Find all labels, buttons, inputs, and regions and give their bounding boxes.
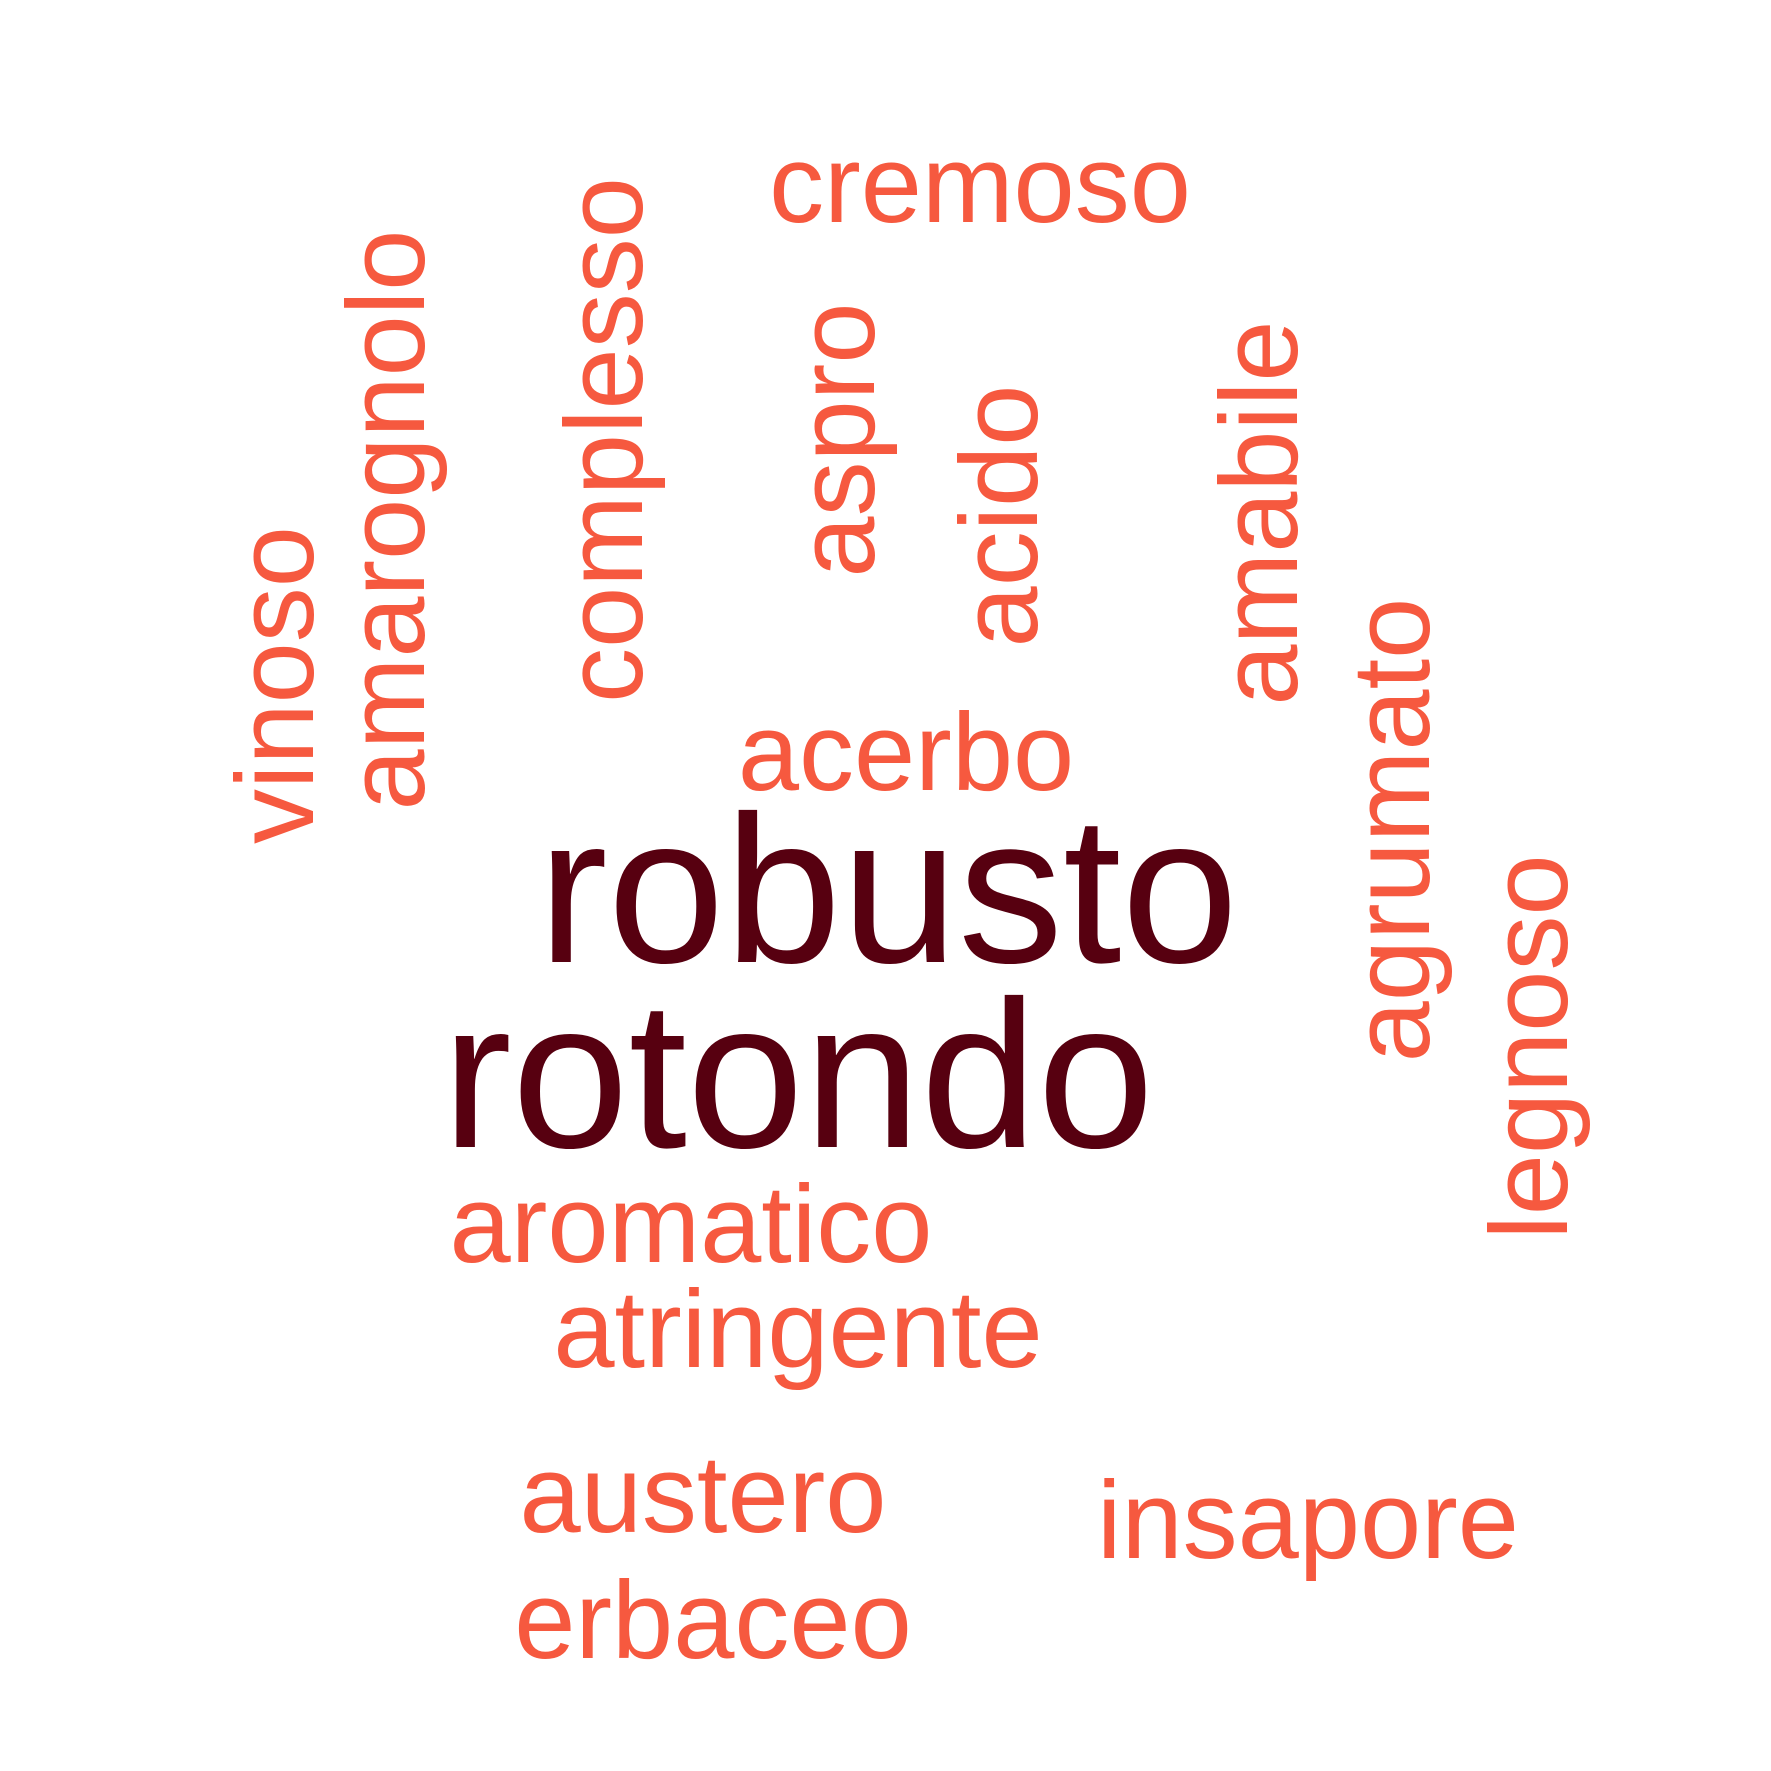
word-amarognolo: amarognolo [325, 229, 448, 811]
word-aromatico: aromatico [449, 1163, 933, 1286]
word-aspro: aspro [775, 302, 898, 578]
word-robusto: robusto [537, 772, 1239, 1007]
word-cremoso: cremoso [769, 123, 1191, 246]
word-erbaceo: erbaceo [514, 1559, 912, 1682]
word-vinoso: vinoso [214, 526, 337, 844]
word-austero: austero [519, 1433, 887, 1556]
word-acerbo: acerbo [737, 691, 1075, 814]
word-agrumato: agrumato [1330, 597, 1453, 1063]
word-legnoso: legnoso [1468, 854, 1591, 1240]
word-acido: acido [938, 384, 1061, 648]
word-complesso: complesso [543, 177, 666, 703]
word-rotondo: rotondo [441, 957, 1155, 1192]
word-amabile: amabile [1198, 320, 1321, 706]
word-insapore: insapore [1097, 1459, 1519, 1582]
word-atringente: atringente [553, 1268, 1043, 1391]
